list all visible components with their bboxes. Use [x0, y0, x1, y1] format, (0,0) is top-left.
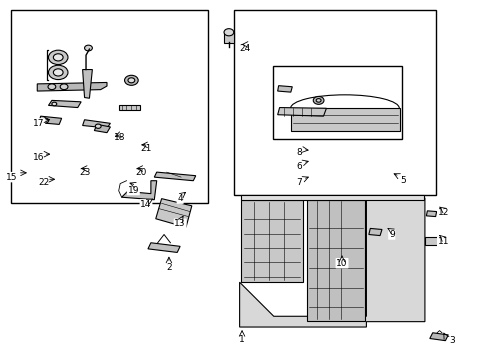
Circle shape — [48, 84, 56, 90]
Polygon shape — [426, 211, 436, 217]
Circle shape — [128, 78, 135, 83]
Polygon shape — [48, 100, 81, 108]
Polygon shape — [82, 69, 92, 98]
Polygon shape — [306, 200, 365, 320]
Text: 14: 14 — [140, 200, 151, 209]
Text: 21: 21 — [140, 144, 151, 153]
Polygon shape — [277, 108, 326, 116]
Polygon shape — [240, 200, 303, 282]
Polygon shape — [37, 82, 107, 91]
Text: 15: 15 — [6, 173, 17, 182]
Polygon shape — [277, 86, 292, 92]
Text: 24: 24 — [239, 44, 250, 53]
Text: 2: 2 — [166, 264, 171, 273]
Circle shape — [124, 75, 138, 85]
Text: 3: 3 — [448, 336, 454, 345]
Text: 20: 20 — [135, 168, 146, 177]
Polygon shape — [39, 116, 61, 125]
Circle shape — [48, 50, 68, 64]
Polygon shape — [154, 172, 195, 181]
Polygon shape — [290, 108, 399, 131]
Bar — [11, 10, 207, 203]
Text: 10: 10 — [336, 259, 347, 268]
Text: 9: 9 — [388, 230, 394, 239]
Text: 17: 17 — [33, 119, 44, 128]
Text: 19: 19 — [127, 185, 139, 194]
Text: 4: 4 — [177, 194, 183, 203]
Text: 16: 16 — [33, 153, 44, 162]
Circle shape — [316, 99, 321, 102]
Text: 7: 7 — [296, 178, 302, 187]
Text: 8: 8 — [296, 148, 302, 157]
Text: 12: 12 — [437, 208, 448, 217]
Circle shape — [313, 96, 324, 104]
Text: 5: 5 — [399, 176, 405, 185]
Text: 22: 22 — [38, 178, 49, 187]
Polygon shape — [94, 125, 110, 133]
Circle shape — [224, 29, 233, 36]
Polygon shape — [429, 333, 447, 341]
Circle shape — [84, 45, 92, 51]
Polygon shape — [82, 120, 110, 128]
Polygon shape — [122, 181, 157, 200]
Text: 13: 13 — [174, 219, 185, 228]
Circle shape — [48, 65, 68, 80]
Bar — [272, 66, 401, 139]
Text: 23: 23 — [79, 168, 90, 177]
Bar — [223, 32, 234, 42]
Text: 11: 11 — [437, 237, 448, 246]
Circle shape — [60, 84, 68, 90]
Polygon shape — [240, 195, 423, 200]
Polygon shape — [424, 237, 445, 245]
Polygon shape — [368, 228, 381, 235]
Circle shape — [95, 124, 101, 129]
Polygon shape — [239, 198, 424, 327]
Circle shape — [42, 119, 48, 123]
Text: 1: 1 — [239, 335, 244, 344]
Circle shape — [53, 54, 63, 61]
Polygon shape — [119, 105, 140, 111]
Bar — [233, 10, 435, 195]
Polygon shape — [148, 243, 180, 252]
Polygon shape — [156, 199, 191, 227]
Text: 18: 18 — [114, 133, 125, 142]
Text: 6: 6 — [296, 162, 302, 171]
Circle shape — [52, 102, 57, 106]
Circle shape — [53, 69, 63, 76]
